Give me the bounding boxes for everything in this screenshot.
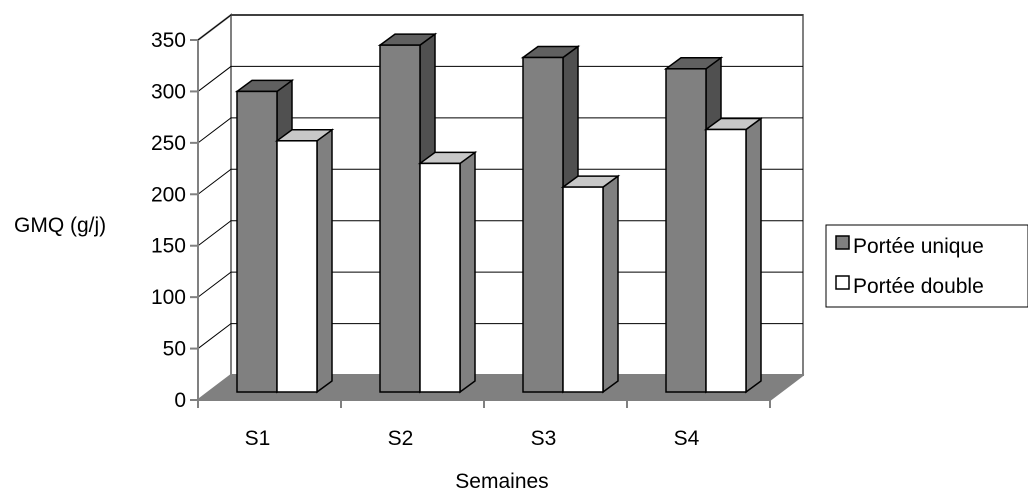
gridline: [197, 65, 803, 92]
x-tick-label-s4: S4: [674, 427, 700, 450]
gridline: [197, 117, 803, 144]
legend-label-portee-double: Portée double: [853, 275, 984, 298]
y-tick-label: 300: [151, 80, 186, 103]
y-tick-label: 50: [163, 338, 186, 361]
bar-front-face: [562, 186, 604, 393]
floor-edge: [769, 374, 804, 401]
side-wall: [197, 12, 232, 403]
legend-swatch-portee-double: [835, 275, 850, 290]
bar-front-face: [276, 140, 318, 393]
y-tick-label: 150: [151, 235, 186, 258]
bar-portee-double-s1: [274, 128, 335, 394]
y-tick-label: 200: [151, 183, 186, 206]
y-tick-label: 250: [151, 132, 186, 155]
y-tick-label: 0: [174, 389, 186, 412]
bar-portee-double-s4: [703, 117, 764, 394]
bar-front-face: [522, 56, 564, 393]
x-tick-labels: S1 S2 S3 S4: [245, 427, 700, 450]
y-tick-label: 100: [151, 286, 186, 309]
x-axis-title: Semaines: [455, 470, 548, 493]
bar-front-face: [705, 128, 747, 393]
legend-label-portee-unique: Portée unique: [853, 235, 984, 258]
y-axis-title: GMQ (g/j): [14, 214, 106, 237]
bar-side-face: [602, 174, 619, 394]
bar-portee-double-s3: [560, 174, 621, 394]
bar-side-face: [745, 117, 762, 394]
gridline: [197, 168, 803, 195]
y-tick-label: 350: [151, 29, 186, 52]
x-tick-label-s1: S1: [245, 427, 271, 450]
bar-side-face: [316, 128, 333, 394]
bar-front-face: [665, 68, 707, 393]
bar-front-face: [236, 90, 278, 393]
bar-front-face: [379, 44, 421, 393]
legend: Portée unique Portée double: [825, 224, 1028, 308]
legend-box: [825, 224, 1028, 308]
x-tick-label-s2: S2: [388, 427, 414, 450]
x-tick-label-s3: S3: [531, 427, 557, 450]
bar-front-face: [419, 162, 461, 393]
gridline: [197, 14, 803, 41]
axes: [190, 39, 804, 408]
bars: [234, 32, 764, 394]
bar-side-face: [459, 150, 476, 394]
bar-portee-double-s2: [417, 150, 478, 394]
y-tick-labels: 0 50 100 150 200 250 300 350: [151, 29, 186, 412]
legend-swatch-portee-unique: [835, 235, 850, 250]
